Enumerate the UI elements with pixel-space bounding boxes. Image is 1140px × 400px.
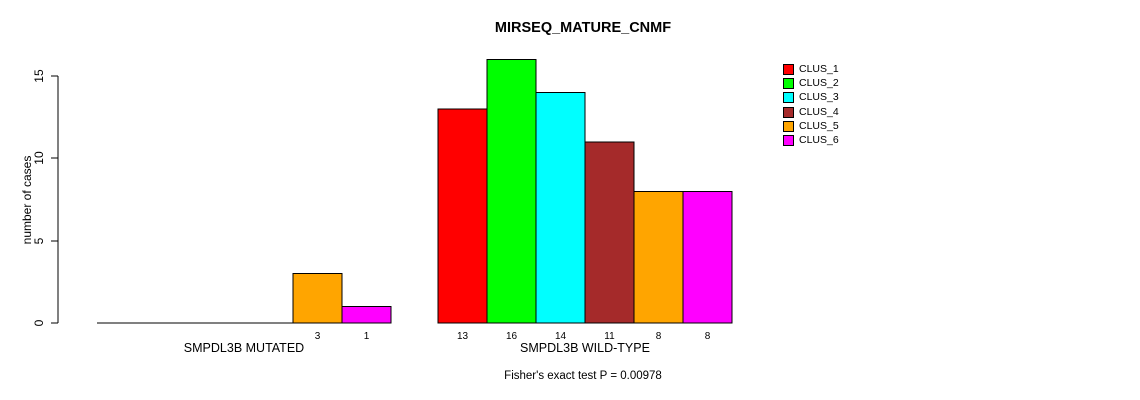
bar-clus_5	[292, 273, 343, 324]
bar-clus_6	[682, 190, 733, 324]
bar-clus_3	[535, 91, 586, 324]
legend-label: CLUS_3	[799, 91, 839, 104]
legend-row: CLUS_4	[783, 105, 839, 119]
y-tick-label: 0	[32, 319, 46, 326]
legend-label: CLUS_4	[799, 105, 839, 118]
y-tick-label: 15	[32, 69, 46, 83]
legend-row: CLUS_5	[783, 119, 839, 133]
bar-clus_1	[437, 108, 488, 324]
legend-row: CLUS_2	[783, 76, 839, 90]
legend-label: CLUS_6	[799, 134, 839, 147]
legend-label: CLUS_2	[799, 77, 839, 90]
chart-title: MIRSEQ_MATURE_CNMF	[494, 20, 672, 36]
bar-count-label: 3	[315, 331, 321, 342]
bar-clus_6	[341, 306, 392, 324]
legend: CLUS_1 CLUS_2 CLUS_3 CLUS_4 CLUS_5 CLUS_6	[783, 62, 839, 148]
legend-swatch	[783, 77, 794, 89]
group-label: SMPDL3B WILD-TYPE	[520, 341, 650, 355]
legend-row: CLUS_3	[783, 91, 839, 105]
legend-swatch	[783, 106, 794, 118]
legend-row: CLUS_1	[783, 62, 839, 76]
legend-swatch	[783, 120, 794, 132]
legend-swatch	[783, 135, 794, 147]
bar-clus_5	[633, 190, 684, 324]
bar-clus_4	[584, 141, 635, 324]
legend-label: CLUS_1	[799, 62, 839, 75]
bar-count-label: 11	[604, 331, 615, 342]
y-tick-label: 10	[32, 151, 46, 165]
group-label: SMPDL3B MUTATED	[184, 341, 304, 355]
bar-count-label: 13	[457, 331, 469, 342]
legend-swatch	[783, 92, 794, 104]
bar-count-label: 1	[364, 331, 370, 342]
legend-swatch	[783, 63, 794, 75]
legend-row: CLUS_6	[783, 133, 839, 147]
bar-count-label: 8	[705, 331, 711, 342]
y-tick-label: 5	[32, 237, 46, 244]
y-axis-title: number of cases	[20, 156, 34, 245]
bar-count-label: 14	[555, 331, 567, 342]
fisher-test-note: Fisher's exact test P = 0.00978	[504, 370, 662, 382]
bar-count-label: 8	[656, 331, 662, 342]
bar-count-label: 16	[506, 331, 518, 342]
legend-label: CLUS_5	[799, 120, 839, 133]
bar-clus_2	[486, 59, 537, 324]
